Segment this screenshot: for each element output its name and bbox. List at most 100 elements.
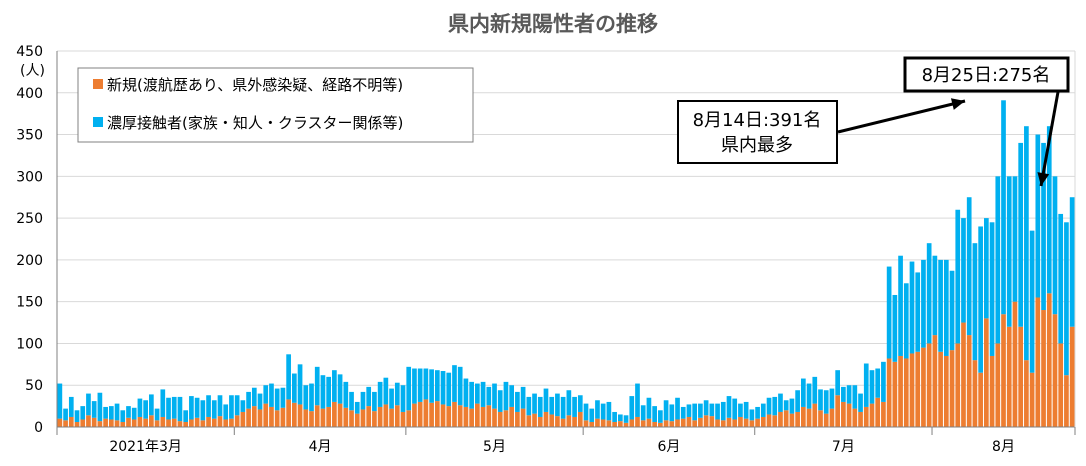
bar-new [652, 421, 657, 427]
bar-contact [886, 266, 892, 359]
bar-new [194, 417, 200, 427]
bar-new [984, 318, 989, 427]
y-tick-label: 100 [16, 336, 43, 352]
bar-contact [86, 393, 91, 416]
bar-contact [457, 366, 463, 406]
bar-contact [663, 400, 669, 421]
bar-contact [108, 406, 114, 420]
bar-contact [74, 410, 80, 422]
bar-new [440, 404, 446, 427]
bar-new [154, 420, 160, 427]
bar-contact [229, 395, 234, 419]
bar-new [469, 408, 474, 427]
bar-contact [211, 400, 217, 419]
legend-label-new: 新規(渡航歴あり、県外感染疑、経路不明等) [107, 76, 403, 94]
bar-contact [783, 400, 789, 411]
legend-swatch-contact [93, 117, 103, 127]
bar-contact [343, 381, 349, 408]
x-month-label: 6月 [657, 439, 680, 455]
bar-new [1024, 360, 1029, 427]
bar-new [257, 409, 263, 427]
bar-contact [103, 406, 108, 419]
bar-new [406, 410, 412, 427]
bar-new [389, 408, 394, 427]
bar-new [452, 401, 457, 427]
bar-contact [223, 404, 229, 420]
chart-title: 県内新規陽性者の推移 [448, 12, 658, 36]
bar-contact [452, 365, 457, 402]
y-tick-label: 0 [34, 420, 43, 436]
bar-new [606, 420, 612, 427]
bar-contact [166, 397, 171, 420]
axes [56, 51, 1076, 435]
bar-contact [394, 382, 400, 406]
bar-contact [555, 393, 560, 417]
bar-contact [577, 395, 583, 412]
y-tick-label: 300 [16, 169, 43, 185]
bar-contact [806, 383, 812, 409]
bar-contact [126, 406, 131, 418]
bar-contact [949, 270, 955, 351]
bar-contact [68, 396, 74, 417]
bar-contact [766, 397, 772, 415]
bar-new [74, 421, 80, 427]
bar-new [949, 350, 955, 427]
bar-contact [549, 396, 555, 415]
bar-contact [114, 403, 120, 421]
bar-contact [818, 389, 823, 411]
bar-contact [206, 395, 211, 417]
bar-contact [995, 176, 1001, 344]
bar-contact [732, 398, 738, 420]
bar-new [383, 404, 389, 427]
bar-contact [286, 354, 291, 400]
y-tick-label: 200 [16, 253, 43, 269]
bar-new [372, 411, 377, 427]
bar-contact [1001, 100, 1006, 315]
y-tick-label: 50 [25, 378, 43, 394]
bar-new [577, 411, 583, 427]
bar-new [429, 402, 434, 427]
bar-contact [835, 370, 841, 396]
bar-new [812, 403, 818, 427]
bar-contact [646, 397, 652, 419]
bar-new [326, 406, 332, 427]
bar-new [417, 401, 423, 427]
x-month-label: 4月 [309, 439, 332, 455]
bar-contact [515, 391, 520, 412]
bar-new [183, 421, 189, 427]
bar-new [698, 417, 703, 427]
bar-contact [154, 408, 160, 421]
callout-peak-box [677, 100, 838, 164]
bar-new [903, 358, 909, 427]
bar-new [881, 401, 886, 427]
bar-contact [932, 255, 938, 336]
bar-new [160, 416, 166, 427]
bar-contact [938, 259, 943, 352]
bar-contact [91, 401, 97, 418]
bar-contact [778, 393, 783, 412]
bar-contact [720, 401, 726, 421]
bar-new [532, 413, 537, 427]
bar-new [149, 415, 154, 427]
bar-new [114, 420, 120, 427]
callout-peak-line2: 県内最多 [721, 135, 793, 156]
bar-contact [1041, 142, 1046, 311]
callout-peak-line1: 8月14日:391名 [693, 110, 822, 131]
bar-new [475, 403, 480, 427]
bar-contact [486, 386, 492, 406]
y-tick-label: 350 [16, 128, 43, 144]
bar-new [1052, 314, 1058, 427]
bar-new [875, 397, 881, 427]
bar-contact [623, 415, 629, 423]
bar-contact [961, 218, 966, 323]
bar-contact [492, 383, 497, 409]
bar-new [177, 421, 183, 427]
bar-contact [526, 396, 532, 416]
bar-contact [314, 366, 320, 406]
bar-contact [846, 385, 852, 404]
bar-contact [463, 378, 469, 407]
bar-new [320, 408, 326, 427]
bar-new [171, 418, 177, 427]
bar-new [297, 404, 303, 427]
bar-new [68, 416, 74, 427]
